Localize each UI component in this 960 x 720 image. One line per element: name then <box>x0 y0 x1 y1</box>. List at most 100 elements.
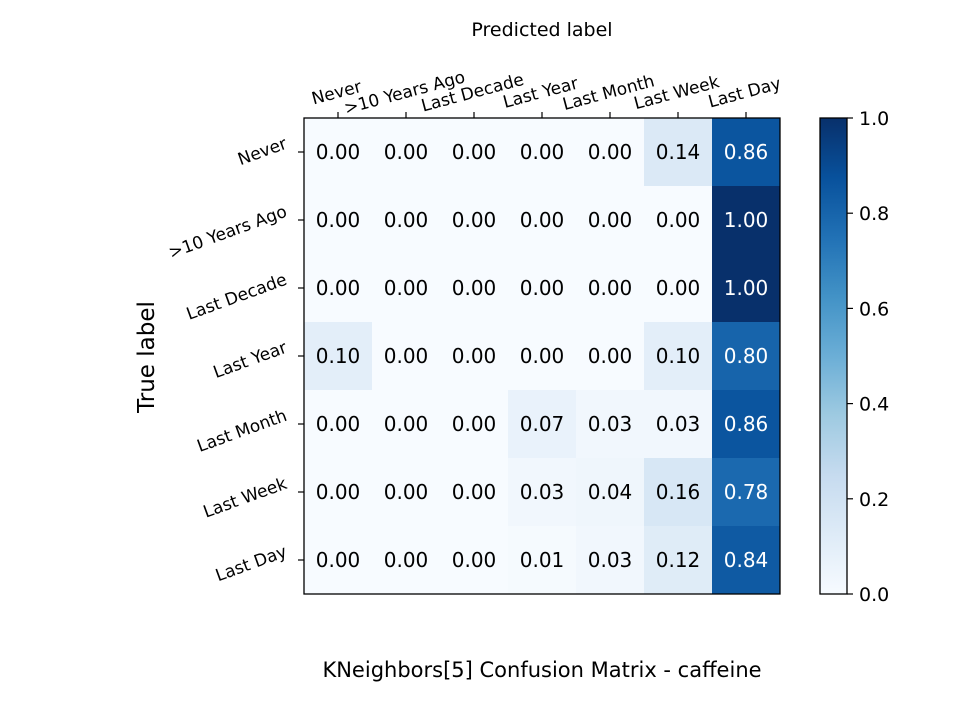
heatmap-cells <box>304 118 781 595</box>
cell-value-label: 0.78 <box>724 480 769 504</box>
heatmap-cell <box>576 118 645 187</box>
heatmap-cell <box>372 526 441 595</box>
heatmap-cell <box>508 118 577 187</box>
cell-value-label: 0.00 <box>588 276 633 300</box>
heatmap-cell <box>644 254 713 323</box>
cell-value-label: 0.00 <box>452 480 497 504</box>
cell-value-label: 0.00 <box>520 276 565 300</box>
cell-value-label: 0.00 <box>452 140 497 164</box>
heatmap-cell <box>440 118 509 187</box>
y-tick-label: Never <box>235 134 289 170</box>
cell-value-label: 0.00 <box>384 412 429 436</box>
heatmap-cell <box>372 458 441 527</box>
cell-value-label: 0.00 <box>384 276 429 300</box>
cell-value-label: 0.84 <box>724 548 769 572</box>
heatmap-cell <box>440 254 509 323</box>
colorbar <box>819 117 848 595</box>
colorbar-tick-label: 0.0 <box>859 584 889 606</box>
heatmap-cell <box>372 390 441 459</box>
heatmap-cell <box>712 118 781 187</box>
heatmap-cell <box>304 526 373 595</box>
y-axis-ticks: Never >10 Years Ago Last Decade Last Year La… <box>166 134 304 586</box>
heatmap-cell <box>712 186 781 255</box>
y-tick-label: Last Day <box>213 542 290 586</box>
heatmap-cell <box>440 458 509 527</box>
heatmap-cell <box>508 526 577 595</box>
heatmap-cell <box>304 254 373 323</box>
heatmap-cell <box>440 322 509 391</box>
heatmap-cell <box>304 186 373 255</box>
cell-value-label: 0.00 <box>384 208 429 232</box>
cell-value-label: 0.00 <box>588 208 633 232</box>
cell-value-label: 0.03 <box>656 412 701 436</box>
cell-value-label: 0.00 <box>588 140 633 164</box>
cell-value-label: 0.00 <box>452 276 497 300</box>
cell-value-label: 1.00 <box>724 208 769 232</box>
heatmap-cell <box>712 526 781 595</box>
heatmap-cell <box>440 186 509 255</box>
heatmap-cell <box>304 458 373 527</box>
y-tick-label: >10 Years Ago <box>166 202 290 263</box>
cell-value-label: 0.86 <box>724 140 769 164</box>
chart-title: KNeighbors[5] Confusion Matrix - caffein… <box>322 658 761 682</box>
colorbar-tick-label: 0.8 <box>859 203 889 225</box>
heatmap-cell <box>304 118 373 187</box>
cell-value-label: 0.00 <box>384 548 429 572</box>
colorbar-tick-label: 0.2 <box>859 489 889 511</box>
heatmap-cell <box>644 322 713 391</box>
heatmap-cell <box>576 526 645 595</box>
heatmap-cell <box>712 390 781 459</box>
cell-value-label: 0.12 <box>656 548 701 572</box>
heatmap-cell <box>508 458 577 527</box>
heatmap-cell <box>372 322 441 391</box>
cell-value-label: 0.00 <box>588 344 633 368</box>
cell-value-label: 0.00 <box>452 548 497 572</box>
cell-value-label: 0.00 <box>316 140 361 164</box>
heatmap-cell <box>576 390 645 459</box>
cell-value-label: 0.00 <box>316 548 361 572</box>
heatmap-cell <box>304 390 373 459</box>
cell-value-label: 0.16 <box>656 480 701 504</box>
heatmap-cell <box>440 526 509 595</box>
heatmap-cell <box>508 390 577 459</box>
cell-value-label: 0.07 <box>520 412 565 436</box>
cell-value-label: 0.00 <box>656 276 701 300</box>
heatmap-cell <box>644 458 713 527</box>
heatmap-cell <box>576 186 645 255</box>
heatmap-cell <box>712 458 781 527</box>
heatmap-cell <box>440 390 509 459</box>
heatmap-cell <box>508 254 577 323</box>
cell-value-label: 0.10 <box>316 344 361 368</box>
heatmap-cell <box>576 254 645 323</box>
cell-value-label: 0.00 <box>520 344 565 368</box>
heatmap-cell <box>372 186 441 255</box>
x-axis-label: Predicted label <box>471 19 612 41</box>
cell-value-label: 0.03 <box>588 548 633 572</box>
heatmap-cell <box>644 186 713 255</box>
cell-value-label: 0.00 <box>520 140 565 164</box>
colorbar-tick-label: 1.0 <box>859 108 889 130</box>
heatmap-cell <box>712 322 781 391</box>
cell-value-label: 0.00 <box>384 344 429 368</box>
y-tick-label: Last Decade <box>184 270 290 325</box>
heatmap-cell <box>508 186 577 255</box>
heatmap-cell <box>576 322 645 391</box>
cell-value-label: 0.10 <box>656 344 701 368</box>
y-tick-label: Last Year <box>211 338 290 383</box>
heatmap-cell <box>644 390 713 459</box>
cell-value-label: 0.00 <box>452 344 497 368</box>
heatmap-cell <box>508 322 577 391</box>
cell-value-labels: 0.00 0.00 0.00 0.00 0.00 0.14 0.86 0.00 0.00 0.00… <box>316 140 769 572</box>
cell-value-label: 0.00 <box>452 208 497 232</box>
cell-value-label: 0.00 <box>520 208 565 232</box>
cell-value-label: 0.00 <box>316 276 361 300</box>
heatmap-cell <box>304 322 373 391</box>
heatmap-cell <box>372 254 441 323</box>
cell-value-label: 0.01 <box>520 548 565 572</box>
cell-value-label: 0.80 <box>724 344 769 368</box>
cell-value-label: 0.00 <box>316 208 361 232</box>
cell-value-label: 0.86 <box>724 412 769 436</box>
colorbar-tick-label: 0.4 <box>859 394 889 416</box>
